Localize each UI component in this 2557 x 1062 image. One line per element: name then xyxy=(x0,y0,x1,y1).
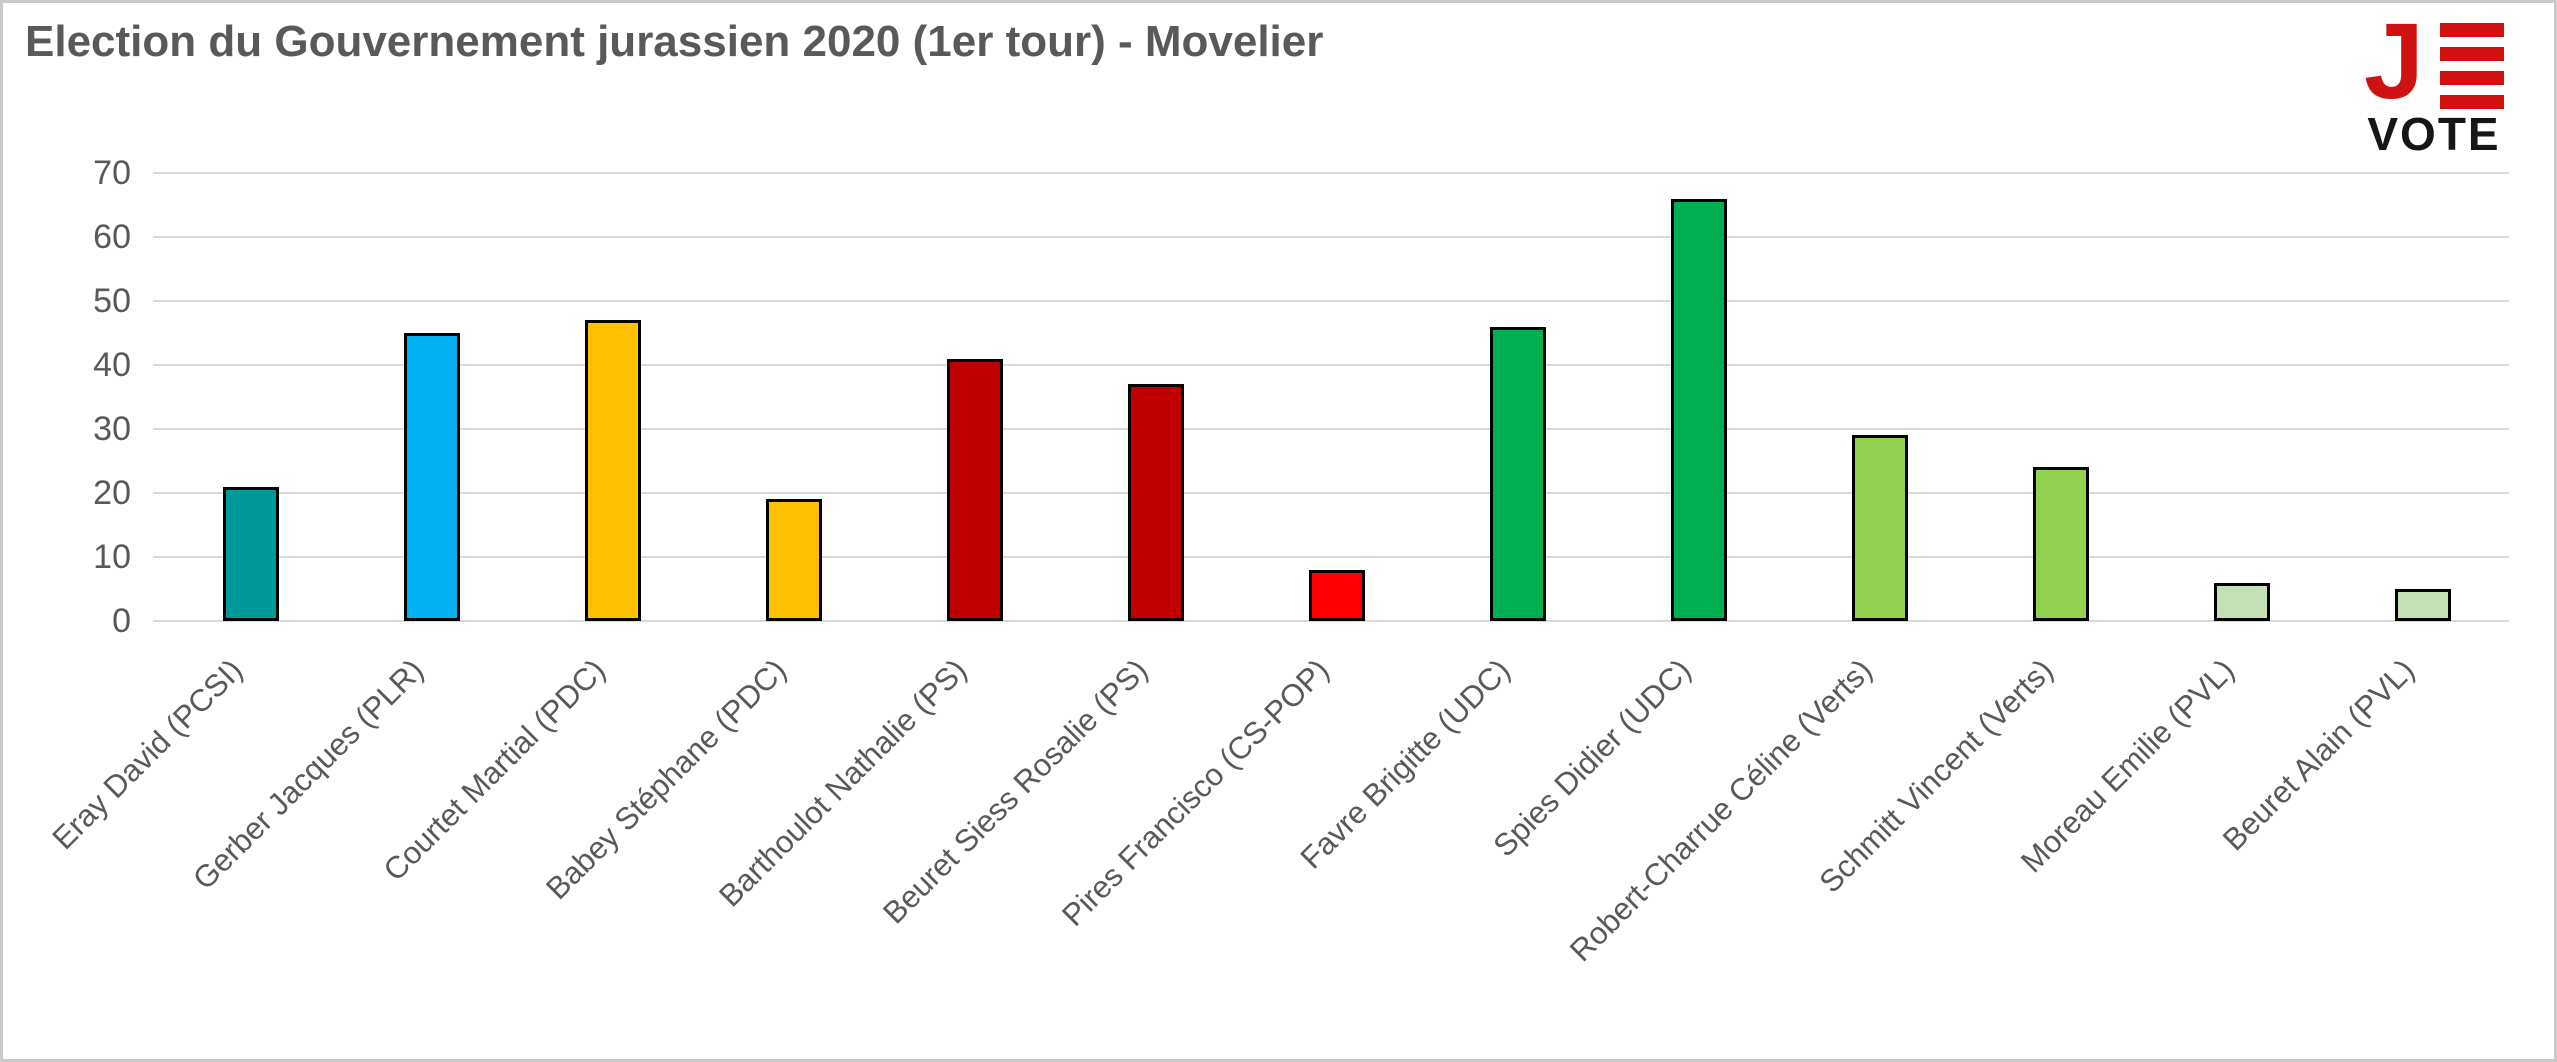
y-tick-label: 70 xyxy=(93,154,131,192)
bar xyxy=(765,499,822,621)
y-tick-label: 0 xyxy=(112,602,131,640)
x-category-label: Favre Brigitte (UDC) xyxy=(1293,652,1517,876)
logo-e-stripe xyxy=(2440,95,2504,109)
bar xyxy=(403,333,460,621)
logo-e-stripes-icon xyxy=(2440,23,2504,111)
bar xyxy=(1127,384,1184,621)
y-tick-label: 60 xyxy=(93,218,131,256)
logo-j-letter: J xyxy=(2364,0,2425,121)
bar xyxy=(2032,467,2089,621)
bar xyxy=(1308,569,1365,621)
logo-e-stripe xyxy=(2440,71,2504,85)
gridline xyxy=(153,172,2509,174)
logo-vote-label: VOTE xyxy=(2367,108,2501,160)
gridline xyxy=(153,556,2509,558)
bar xyxy=(946,358,1003,621)
logo-je-row: J xyxy=(2364,7,2504,115)
bar xyxy=(2213,582,2270,621)
gridline xyxy=(153,236,2509,238)
chart-title: Election du Gouvernement jurassien 2020 … xyxy=(25,17,1324,66)
bar xyxy=(2394,589,2451,621)
gridline xyxy=(153,620,2509,622)
y-tick-label: 20 xyxy=(93,474,131,512)
bar xyxy=(584,320,641,621)
x-category-label: Spies Didier (UDC) xyxy=(1486,652,1698,864)
plot-area: 0 10 20 30 40 50 60 70 Eray David (PCSI) Gerber J… xyxy=(3,3,2554,1059)
gridline xyxy=(153,364,2509,366)
bar xyxy=(1851,435,1908,621)
y-tick-label: 10 xyxy=(93,538,131,576)
gridline xyxy=(153,428,2509,430)
x-category-label: Beuret Alain (PVL) xyxy=(2216,652,2422,858)
gridline xyxy=(153,492,2509,494)
bar xyxy=(1670,198,1727,621)
x-category-label: Eray David (PCSI) xyxy=(45,652,250,857)
y-tick-label: 30 xyxy=(93,410,131,448)
bar xyxy=(1489,326,1546,621)
gridline xyxy=(153,300,2509,302)
logo-e-stripe xyxy=(2440,23,2504,37)
y-tick-label: 40 xyxy=(93,346,131,384)
jevote-logo: J VOTE xyxy=(2364,7,2504,157)
logo-e-stripe xyxy=(2440,47,2504,61)
bar xyxy=(222,486,279,621)
y-tick-label: 50 xyxy=(93,282,131,320)
x-category-label: Robert-Charrue Céline (Verts) xyxy=(1562,652,1879,969)
